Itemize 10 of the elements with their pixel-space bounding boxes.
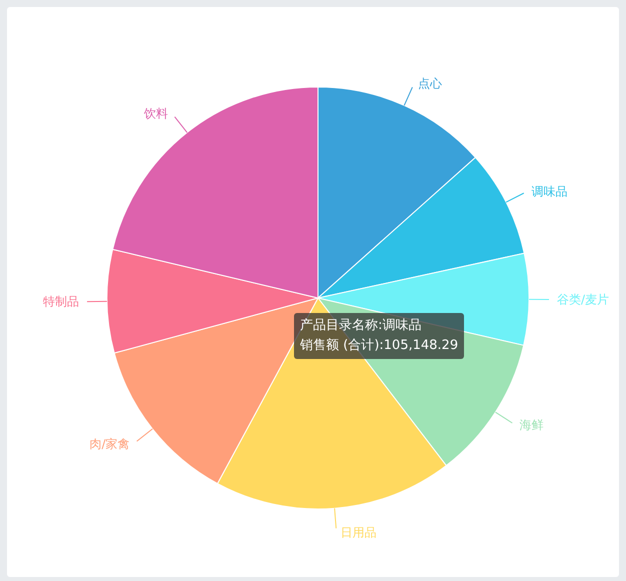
text: 产品目录名称:调味品: [300, 317, 422, 335]
slice-label: 日用品: [340, 525, 376, 540]
slice-label: 饮料: [143, 106, 168, 121]
slice-label: 调味品: [531, 184, 568, 198]
slice-label: 海鲜: [520, 418, 544, 432]
slice-label: 肉/家禽: [90, 436, 130, 451]
slice-label: 点心: [418, 76, 442, 91]
slice-label: 谷类/麦片: [556, 292, 610, 306]
slice-label: 特制品: [43, 294, 80, 309]
text: 销售额 (合计):105,148.29: [300, 337, 458, 355]
